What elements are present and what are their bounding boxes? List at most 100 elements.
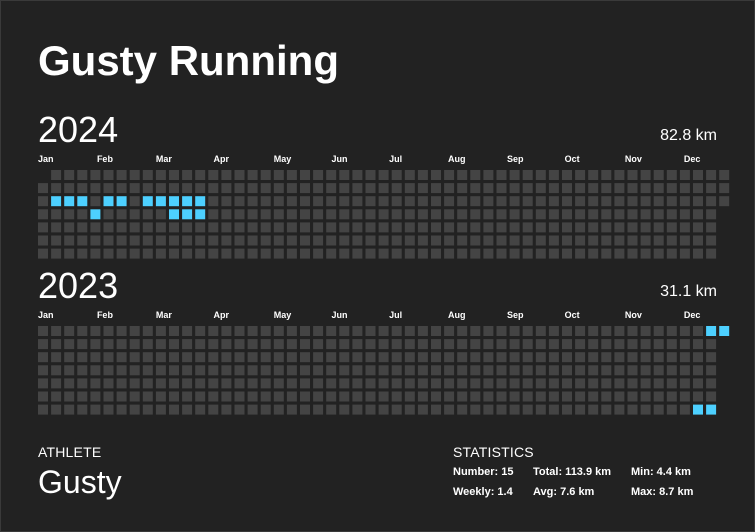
month-label-oct: Oct xyxy=(564,310,580,320)
day-cell-empty xyxy=(129,209,140,220)
day-cell-empty xyxy=(182,378,193,389)
month-label-dec: Dec xyxy=(683,154,701,164)
day-cell-empty xyxy=(182,222,193,233)
day-cell-empty xyxy=(614,378,625,389)
day-cell-empty xyxy=(431,365,441,376)
day-cell-empty xyxy=(391,365,402,376)
day-cell-empty xyxy=(601,391,612,402)
day-cell-empty xyxy=(548,183,559,194)
day-cell-empty xyxy=(313,222,324,233)
day-cell-empty xyxy=(247,170,258,180)
day-cell-empty xyxy=(169,352,179,363)
day-cell-empty xyxy=(601,326,612,336)
day-cell-empty xyxy=(496,378,507,389)
day-cell-empty xyxy=(247,326,258,336)
day-cell-empty xyxy=(444,222,455,233)
day-cell-empty xyxy=(155,378,166,389)
day-cell-empty xyxy=(221,183,232,194)
day-cell-empty xyxy=(339,326,350,336)
day-cell-empty xyxy=(378,365,389,376)
day-cell-empty xyxy=(195,352,206,363)
day-cell-empty xyxy=(535,235,546,246)
day-cell-empty xyxy=(378,404,389,415)
day-cell-empty xyxy=(509,365,520,376)
day-cell-empty xyxy=(588,352,599,363)
day-cell-empty xyxy=(142,391,153,402)
day-cell-empty xyxy=(404,248,415,259)
day-cell-empty xyxy=(155,391,166,402)
day-cell-empty xyxy=(182,352,193,363)
day-cell-empty xyxy=(483,326,494,336)
day-cell-empty xyxy=(352,196,363,207)
day-cell-empty xyxy=(653,209,664,220)
day-cell-empty xyxy=(142,235,153,246)
day-cell-run xyxy=(51,196,62,207)
day-cell-run xyxy=(169,196,179,207)
day-cell-empty xyxy=(614,326,625,336)
day-cell-empty xyxy=(575,170,586,180)
day-cell-empty xyxy=(509,222,520,233)
day-cell-empty xyxy=(588,326,599,336)
day-cell-empty xyxy=(666,365,677,376)
day-cell-empty xyxy=(352,222,363,233)
day-cell-empty xyxy=(286,235,297,246)
day-cell-empty xyxy=(273,326,284,336)
day-cell-empty xyxy=(365,170,376,180)
day-cell-empty xyxy=(300,352,310,363)
day-cell-empty xyxy=(614,183,625,194)
day-cell-empty xyxy=(286,378,297,389)
day-cell-empty xyxy=(208,352,219,363)
day-cell-empty xyxy=(339,235,350,246)
day-cell-empty xyxy=(679,378,690,389)
day-cell-empty xyxy=(417,391,428,402)
day-cell-empty xyxy=(182,391,193,402)
day-cell-empty xyxy=(378,196,389,207)
day-cell-empty xyxy=(431,378,441,389)
day-cell-empty xyxy=(286,183,297,194)
day-cell-empty xyxy=(129,391,140,402)
day-cell-empty xyxy=(483,365,494,376)
day-cell-empty xyxy=(273,378,284,389)
athlete-name: Gusty xyxy=(38,464,122,500)
day-cell-empty xyxy=(247,235,258,246)
day-cell-empty xyxy=(339,248,350,259)
day-cell-empty xyxy=(562,235,572,246)
day-cell-empty xyxy=(326,365,337,376)
day-cell-empty xyxy=(77,235,88,246)
day-cell-empty xyxy=(575,209,586,220)
day-cell-empty xyxy=(457,326,468,336)
day-cell-empty xyxy=(339,222,350,233)
day-cell-empty xyxy=(417,365,428,376)
day-cell-empty xyxy=(522,391,533,402)
day-cell-empty xyxy=(234,196,245,207)
day-cell-empty xyxy=(614,248,625,259)
day-cell-empty xyxy=(64,391,75,402)
day-cell-empty xyxy=(666,183,677,194)
day-cell-empty xyxy=(404,183,415,194)
day-cell-empty xyxy=(339,404,350,415)
day-cell-empty xyxy=(457,339,468,350)
day-cell-empty xyxy=(313,378,324,389)
day-cell-empty xyxy=(286,248,297,259)
day-cell-empty xyxy=(548,170,559,180)
day-cell-empty xyxy=(431,170,441,180)
day-cell-empty xyxy=(496,365,507,376)
day-cell-empty xyxy=(509,404,520,415)
day-cell-empty xyxy=(273,235,284,246)
day-cell-empty xyxy=(313,391,324,402)
athlete-label: ATHLETE xyxy=(38,444,102,460)
day-cell-empty xyxy=(64,339,75,350)
year-label: 2024 xyxy=(38,109,119,150)
day-cell-empty xyxy=(129,196,140,207)
day-cell-empty xyxy=(679,326,690,336)
day-cell-empty xyxy=(195,404,206,415)
day-cell-empty xyxy=(653,170,664,180)
day-cell-empty xyxy=(457,391,468,402)
day-cell-empty xyxy=(260,183,271,194)
day-cell-empty xyxy=(169,170,179,180)
day-cell-empty xyxy=(483,352,494,363)
day-cell-empty xyxy=(562,196,572,207)
day-cell-empty xyxy=(706,196,717,207)
day-cell-empty xyxy=(38,183,48,194)
day-cell-empty xyxy=(352,209,363,220)
